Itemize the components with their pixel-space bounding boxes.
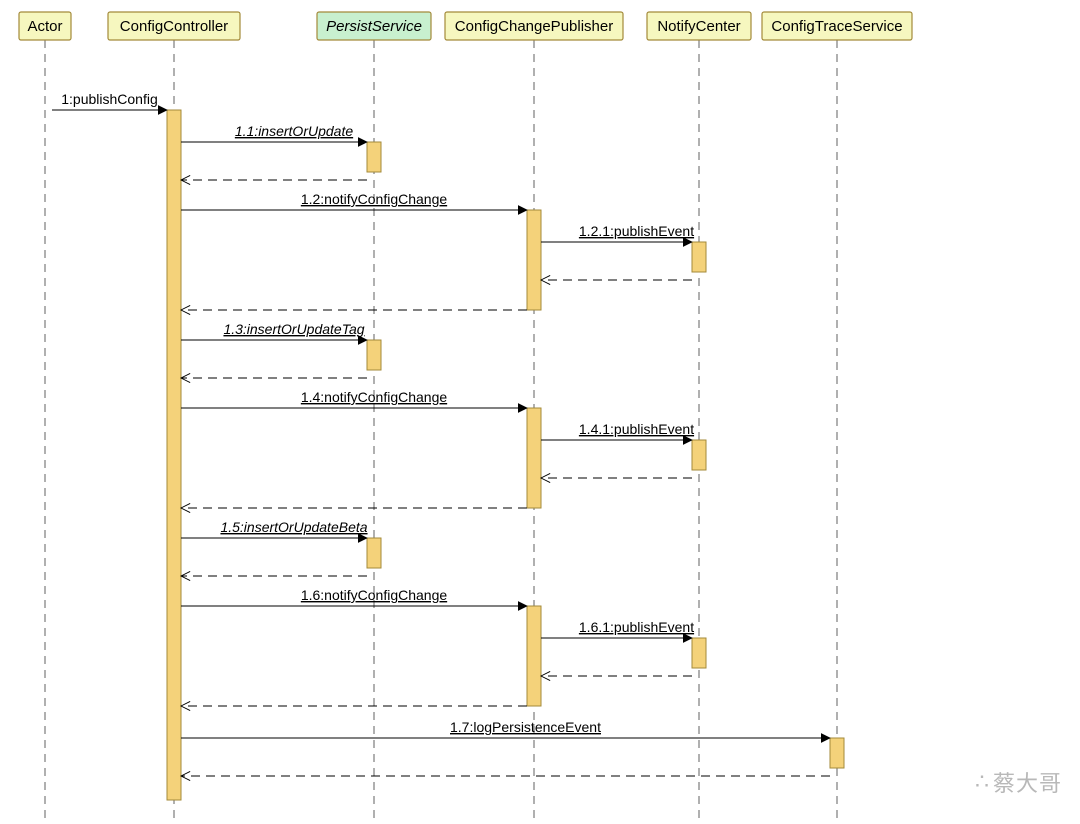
participant-label-notify: NotifyCenter bbox=[657, 18, 740, 35]
watermark: ∴ 蔡大哥 bbox=[975, 766, 1062, 798]
activation-persist bbox=[367, 142, 381, 172]
activation-publisher bbox=[527, 408, 541, 508]
activation-trace bbox=[830, 738, 844, 768]
activation-notify bbox=[692, 242, 706, 272]
participant-label-persist: PersistService bbox=[326, 18, 422, 35]
message-label: 1.4:notifyConfigChange bbox=[301, 389, 448, 405]
message-label: 1.3:insertOrUpdateTag bbox=[223, 321, 364, 337]
message-label: 1.7:logPersistenceEvent bbox=[450, 719, 601, 735]
watermark-text: 蔡大哥 bbox=[993, 766, 1062, 798]
sequence-diagram: 1:publishConfig 1.1:insertOrUpdate 1.2:not… bbox=[0, 0, 1080, 824]
participant-label-trace: ConfigTraceService bbox=[771, 18, 902, 35]
activation-persist bbox=[367, 538, 381, 568]
activation-ctrl bbox=[167, 110, 181, 800]
participant-label-actor: Actor bbox=[27, 18, 62, 35]
activation-notify bbox=[692, 638, 706, 668]
message-label: 1.1:insertOrUpdate bbox=[235, 123, 353, 139]
message-label: 1.6:notifyConfigChange bbox=[301, 587, 448, 603]
message-label: 1.4.1:publishEvent bbox=[579, 421, 694, 437]
message-label: 1:publishConfig bbox=[61, 91, 158, 107]
message-label: 1.2.1:publishEvent bbox=[579, 223, 694, 239]
activation-publisher bbox=[527, 210, 541, 310]
message-label: 1.5:insertOrUpdateBeta bbox=[220, 519, 367, 535]
watermark-icon: ∴ bbox=[975, 769, 987, 795]
activation-publisher bbox=[527, 606, 541, 706]
participant-label-publisher: ConfigChangePublisher bbox=[455, 18, 613, 35]
message-label: 1.2:notifyConfigChange bbox=[301, 191, 448, 207]
message-label: 1.6.1:publishEvent bbox=[579, 619, 694, 635]
activation-persist bbox=[367, 340, 381, 370]
participant-label-ctrl: ConfigController bbox=[120, 18, 228, 35]
activation-notify bbox=[692, 440, 706, 470]
